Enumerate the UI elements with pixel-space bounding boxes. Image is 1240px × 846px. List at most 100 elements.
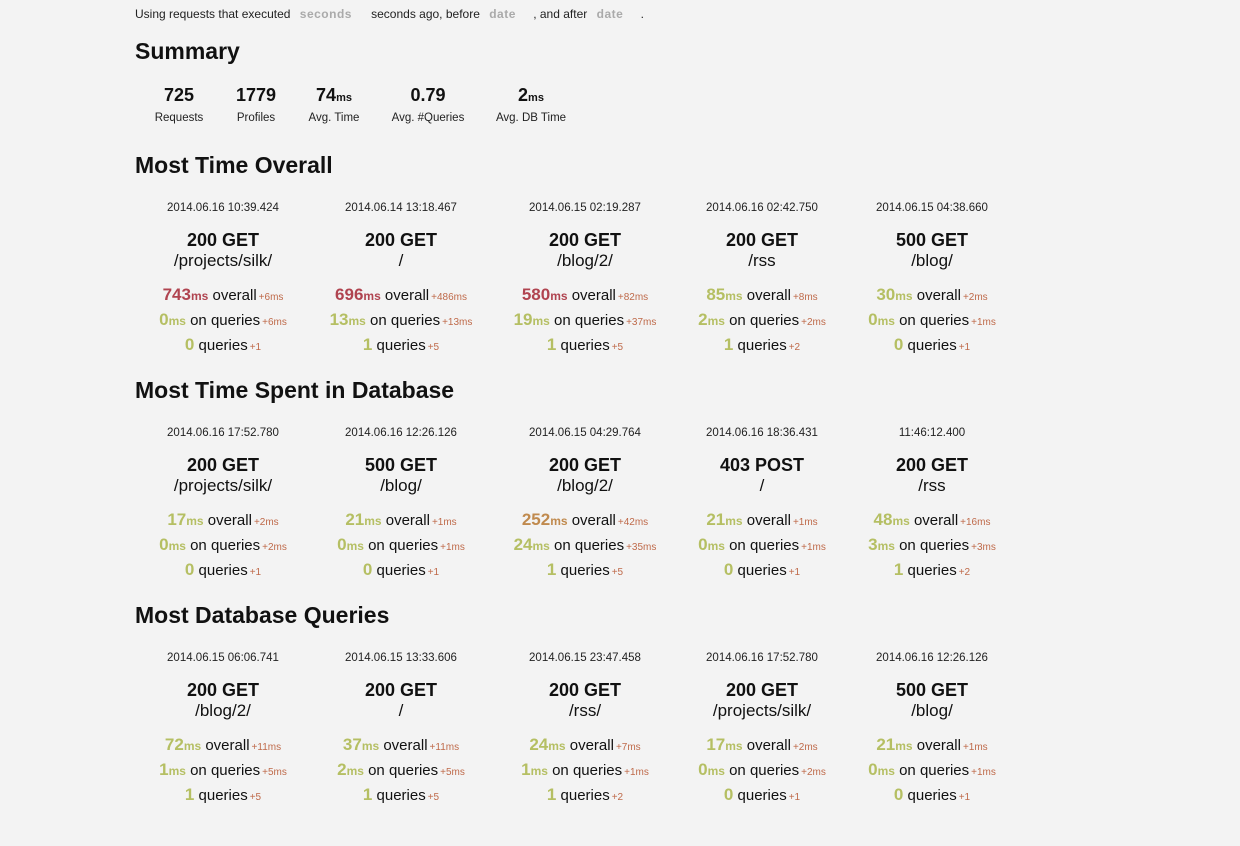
after-date-input[interactable]: date — [596, 7, 624, 21]
overall-value: 21 — [876, 735, 896, 754]
metric-queries: 0 queries +1 — [847, 784, 1017, 809]
filter-suffix: . — [640, 7, 644, 21]
request-metrics: 37ms overall +11ms 2ms on queries +5ms 1 que… — [316, 734, 486, 809]
request-timestamp: 2014.06.16 17:52.780 — [706, 652, 818, 664]
request-card[interactable]: 2014.06.16 12:26.126 500 GET/blog/21ms ov… — [847, 650, 1017, 809]
db-time-label: on queries — [190, 312, 261, 329]
request-timestamp: 2014.06.15 02:19.287 — [529, 202, 641, 214]
request-card[interactable]: 2014.06.16 17:52.780 200 GET/projects/sil… — [138, 425, 308, 584]
request-status: 200 GET — [548, 455, 622, 475]
request-card[interactable]: 2014.06.16 17:52.780 200 GET/projects/sil… — [677, 650, 847, 809]
stat-label: Requests — [154, 112, 204, 124]
db-time-delta: +1ms — [624, 767, 649, 778]
filter-prefix: Using requests that executed — [135, 7, 291, 21]
db-time-label: on queries — [190, 762, 261, 779]
request-status: 403 POST — [719, 455, 805, 475]
db-time-value: 0 — [159, 310, 169, 329]
request-status: 200 GET — [895, 455, 969, 475]
metric-overall: 85ms overall +8ms — [677, 284, 847, 309]
request-card[interactable]: 2014.06.15 23:47.458 200 GET/rss/24ms ove… — [500, 650, 670, 809]
queries-label: queries — [198, 787, 248, 804]
metric-db-time: 2ms on queries +5ms — [316, 759, 486, 784]
stat-value: 0.79 — [410, 85, 446, 105]
request-status: 200 GET — [364, 680, 438, 700]
overall-label: overall — [916, 287, 961, 304]
request-card[interactable]: 2014.06.16 10:39.424 200 GET/projects/sil… — [138, 200, 308, 359]
request-metrics: 72ms overall +11ms 1ms on queries +5ms 1 que… — [138, 734, 308, 809]
queries-delta: +5 — [427, 342, 440, 353]
queries-delta: +5 — [427, 792, 440, 803]
overall-value: 24 — [529, 735, 549, 754]
queries-label: queries — [376, 562, 426, 579]
db-time-delta: +1ms — [801, 542, 826, 553]
queries-delta: +2 — [788, 342, 801, 353]
overall-label: overall — [205, 737, 250, 754]
request-card[interactable]: 2014.06.15 06:06.741 200 GET/blog/2/72ms … — [138, 650, 308, 809]
request-path: /projects/silk/ — [712, 701, 812, 720]
overall-value: 30 — [876, 285, 896, 304]
db-time-label: on queries — [729, 312, 800, 329]
overall-label: overall — [913, 512, 959, 529]
request-card[interactable]: 2014.06.16 12:26.126 500 GET/blog/21ms ov… — [316, 425, 486, 584]
db-time-unit: ms — [707, 539, 725, 553]
metric-overall: 17ms overall +2ms — [677, 734, 847, 759]
queries-value: 0 — [723, 785, 734, 804]
request-card[interactable]: 2014.06.16 02:42.750 200 GET/rss 85ms over… — [677, 200, 847, 359]
db-time-delta: +6ms — [262, 317, 287, 328]
request-path: / — [398, 701, 404, 720]
metric-db-time: 2ms on queries +2ms — [677, 309, 847, 334]
metric-queries: 0 queries +1 — [316, 559, 486, 584]
queries-delta: +5 — [611, 567, 624, 578]
request-path: / — [759, 476, 765, 495]
db-time-label: on queries — [554, 312, 625, 329]
seconds-input[interactable]: seconds — [299, 7, 352, 21]
db-time-value: 24 — [513, 535, 533, 554]
queries-value: 0 — [184, 335, 195, 354]
request-card[interactable]: 2014.06.15 13:33.606 200 GET/37ms overall… — [316, 650, 486, 809]
queries-label: queries — [907, 562, 957, 579]
db-time-label: on queries — [554, 537, 625, 554]
stat-label: Avg. DB Time — [495, 112, 567, 124]
overall-value: 72 — [164, 735, 184, 754]
request-path: /rss/ — [568, 701, 602, 720]
overall-unit: ms — [190, 289, 209, 303]
section-title: Most Time Overall — [135, 152, 333, 178]
request-card[interactable]: 11:46:12.400 200 GET/rss 48ms overall +16ms… — [847, 425, 1017, 584]
request-metrics: 21ms overall +1ms 0ms on queries +1ms 0 quer… — [677, 509, 847, 584]
request-card[interactable]: 2014.06.15 04:38.660 500 GET/blog/30ms ov… — [847, 200, 1017, 359]
db-time-delta: +2ms — [801, 767, 826, 778]
request-status: 200 GET — [548, 680, 622, 700]
metric-db-time: 0ms on queries +2ms — [138, 534, 308, 559]
db-time-label: on queries — [368, 537, 439, 554]
request-card[interactable]: 2014.06.14 13:18.467 200 GET/696ms overal… — [316, 200, 486, 359]
queries-value: 1 — [546, 785, 557, 804]
before-date-input[interactable]: date — [489, 7, 516, 21]
queries-value: 1 — [362, 335, 373, 354]
stat-label: Profiles — [236, 112, 276, 124]
overall-delta: +11ms — [429, 742, 460, 753]
request-status: 500 GET — [895, 230, 969, 250]
request-card[interactable]: 2014.06.16 18:36.431 403 POST/21ms overal… — [677, 425, 847, 584]
overall-label: overall — [384, 287, 430, 304]
metric-overall: 37ms overall +11ms — [316, 734, 486, 759]
metric-queries: 0 queries +1 — [138, 334, 308, 359]
db-time-delta: +35ms — [626, 542, 657, 553]
overall-delta: +16ms — [960, 517, 991, 528]
stat-avg-db-time: 2ms Avg. DB Time — [491, 84, 571, 124]
db-time-delta: +5ms — [262, 767, 287, 778]
request-status: 200 GET — [364, 230, 438, 250]
request-card[interactable]: 2014.06.15 02:19.287 200 GET/blog/2/580ms… — [500, 200, 670, 359]
metric-db-time: 0ms on queries +6ms — [138, 309, 308, 334]
request-card[interactable]: 2014.06.15 04:29.764 200 GET/blog/2/252ms… — [500, 425, 670, 584]
overall-delta: +1ms — [792, 517, 818, 528]
db-time-delta: +1ms — [971, 317, 996, 328]
request-path: /blog/2/ — [195, 701, 251, 720]
queries-value: 1 — [184, 785, 195, 804]
overall-value: 17 — [167, 510, 187, 529]
metric-overall: 252ms overall +42ms — [500, 509, 670, 534]
db-time-unit: ms — [877, 539, 895, 553]
overall-value: 85 — [706, 285, 726, 304]
db-time-value: 2 — [337, 760, 347, 779]
queries-label: queries — [737, 787, 787, 804]
queries-value: 0 — [723, 560, 734, 579]
